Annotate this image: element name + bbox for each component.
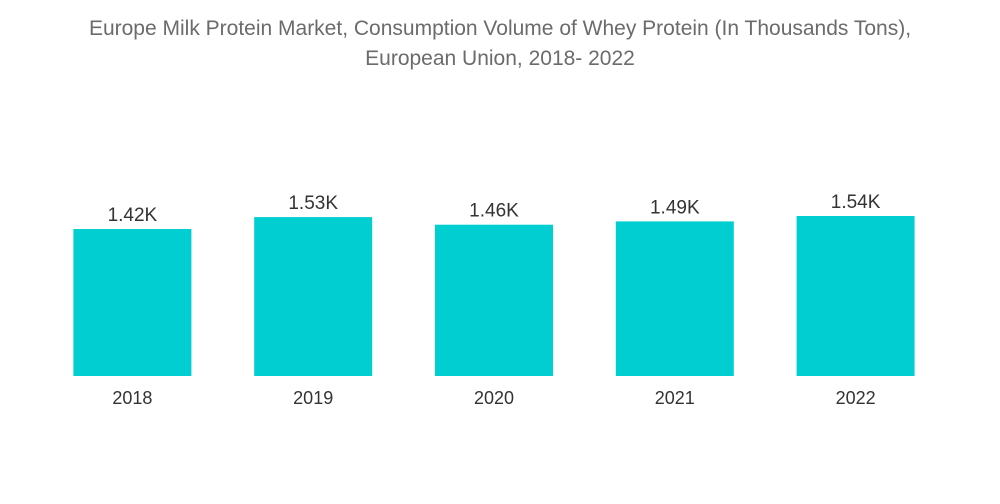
bar-2018 (73, 229, 192, 376)
value-label-2019: 1.53K (288, 193, 338, 214)
value-label-2021: 1.49K (650, 197, 700, 218)
value-labels-group: 1.42K 1.53K 1.46K 1.49K 1.54K (108, 192, 881, 226)
bars-group (73, 216, 915, 376)
value-label-2018: 1.42K (108, 205, 158, 226)
x-tick-label-2021: 2021 (655, 388, 695, 408)
x-tick-label-2020: 2020 (474, 388, 514, 408)
value-label-2020: 1.46K (469, 201, 519, 222)
chart-title: Europe Milk Protein Market, Consumption … (0, 14, 1000, 74)
x-tick-label-2022: 2022 (836, 388, 876, 408)
bar-2022 (796, 216, 915, 376)
bar-2020 (435, 224, 553, 376)
bar-2021 (615, 221, 734, 376)
bar-2019 (254, 217, 373, 376)
x-tick-label-2019: 2019 (293, 388, 333, 408)
x-axis-ticks-group: 2018 2019 2020 2021 2022 (112, 388, 875, 408)
x-tick-label-2018: 2018 (112, 388, 152, 408)
chart-title-line-2: European Union, 2018- 2022 (365, 47, 635, 70)
chart-title-line-1: Europe Milk Protein Market, Consumption … (88, 17, 912, 40)
value-label-2022: 1.54K (831, 192, 881, 213)
